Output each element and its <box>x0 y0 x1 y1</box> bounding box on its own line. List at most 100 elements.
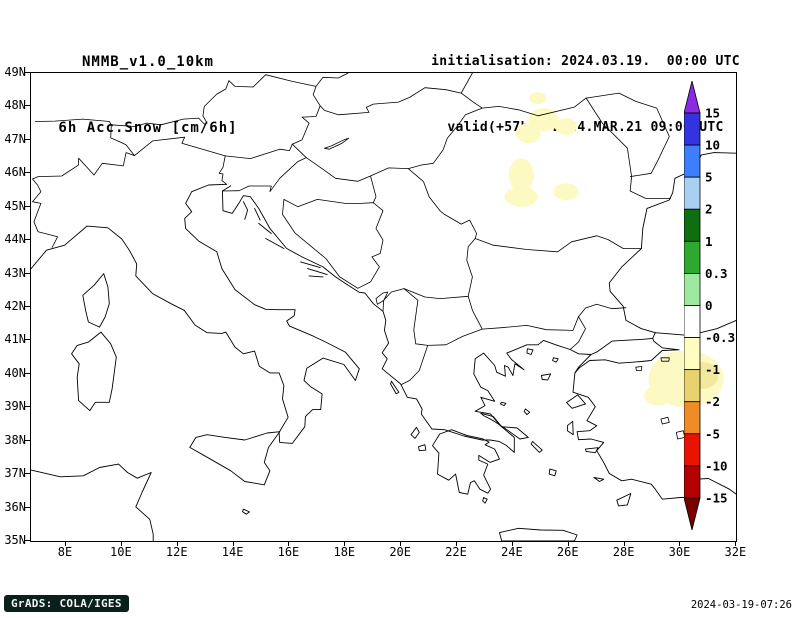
snow-patch <box>644 385 673 406</box>
lon-tick <box>120 541 122 546</box>
border <box>32 136 226 248</box>
snow-patch <box>515 123 541 144</box>
lat-tick-label: 40N <box>4 365 26 380</box>
island <box>593 477 605 482</box>
border <box>466 238 476 297</box>
colorbar-label: -2 <box>705 394 720 409</box>
colorbar-label: 0.3 <box>705 266 728 281</box>
coastline <box>242 201 249 220</box>
lon-tick <box>567 541 569 546</box>
lon-tick-label: 22E <box>445 545 467 559</box>
island <box>410 426 420 439</box>
colorbar-segment <box>683 112 701 146</box>
lon-tick <box>735 541 737 546</box>
colorbar-segment <box>683 369 701 403</box>
lat-tick-label: 42N <box>4 299 26 313</box>
border <box>460 73 473 94</box>
lake <box>635 366 643 371</box>
island <box>242 508 250 515</box>
lon-tick-label: 12E <box>165 545 188 559</box>
snow-patch <box>508 158 534 192</box>
colorbar-segment <box>683 465 701 499</box>
lon-tick <box>288 541 290 546</box>
colorbar: 15 10 5 2 1 0.3 0 -0.3 -1 -2 -5 -10 -15 <box>683 80 744 531</box>
colorbar-canvas: 15 10 5 2 1 0.3 0 -0.3 -1 -2 -5 -10 -15 <box>683 80 735 531</box>
island <box>482 497 488 504</box>
border <box>110 124 135 156</box>
snow-shading <box>504 92 724 408</box>
lat-tick-label: 43N <box>4 265 26 280</box>
island <box>189 431 281 486</box>
coastline <box>308 275 324 278</box>
colorbar-segment <box>683 433 701 467</box>
coastline <box>300 261 321 269</box>
borders <box>32 73 672 385</box>
model-name: NMMB_v1.0_10km <box>81 54 214 70</box>
colorbar-label: -15 <box>705 491 728 506</box>
island <box>390 380 400 395</box>
colorbar-label: -10 <box>705 458 728 473</box>
border <box>282 199 374 289</box>
lat-tick <box>24 105 30 107</box>
border <box>407 168 477 239</box>
island <box>530 440 543 453</box>
border <box>34 80 230 127</box>
border <box>403 288 429 346</box>
lon-tick-label: 30E <box>668 545 691 559</box>
lon-tick-label: 28E <box>612 545 635 559</box>
island <box>480 412 529 440</box>
coastline <box>258 222 272 234</box>
lon-tick-label: 14E <box>221 545 244 559</box>
lon-tick <box>65 541 67 546</box>
lon-tick <box>176 541 178 546</box>
lat-tick-label: 46N <box>4 165 26 180</box>
creation-timestamp: 2024-03-19-07:26 <box>690 599 792 611</box>
lake <box>660 357 670 362</box>
lat-tick <box>24 306 30 307</box>
lat-tick <box>24 506 30 508</box>
border <box>585 92 670 177</box>
lon-tick-label: 18E <box>333 545 356 559</box>
lake <box>660 416 670 425</box>
island <box>499 401 507 407</box>
colorbar-label: 0 <box>705 298 713 313</box>
lat-tick-label: 41N <box>4 332 26 347</box>
snow-patch <box>529 92 547 105</box>
border <box>291 86 321 145</box>
colorbar-segment <box>683 144 701 178</box>
map-canvas <box>31 73 736 541</box>
lat-tick-label: 49N <box>4 65 26 79</box>
coastline <box>31 183 360 444</box>
border <box>224 143 293 159</box>
island <box>616 493 632 507</box>
island <box>548 468 557 477</box>
colorbar-label: 5 <box>705 170 713 185</box>
lake <box>324 137 350 150</box>
lon-tick <box>679 541 681 546</box>
colorbar-segment <box>683 208 701 242</box>
lat-tick-label: 37N <box>4 466 26 481</box>
colorbar-label: -0.3 <box>705 330 735 345</box>
colorbar-segment <box>683 272 701 306</box>
colorbar-segment <box>683 401 701 435</box>
lon-tick-label: 16E <box>277 545 300 559</box>
colorbar-label: -5 <box>705 426 720 441</box>
border <box>218 155 227 185</box>
island <box>418 444 427 452</box>
island <box>566 420 574 436</box>
border <box>400 345 429 385</box>
grads-credit-badge: GrADS: COLA/IGES <box>4 595 129 612</box>
island <box>526 348 534 355</box>
lon-tick <box>511 541 513 546</box>
colorbar-arrow-bottom <box>683 497 701 531</box>
snow-patch <box>554 118 578 135</box>
snow-patch <box>504 186 539 207</box>
colorbar-label: 2 <box>705 202 713 217</box>
lat-tick <box>24 540 30 541</box>
island <box>499 527 578 541</box>
lat-tick-label: 47N <box>4 131 26 146</box>
border <box>481 97 587 117</box>
coastline <box>569 320 736 374</box>
border <box>370 175 377 204</box>
island <box>566 394 586 409</box>
